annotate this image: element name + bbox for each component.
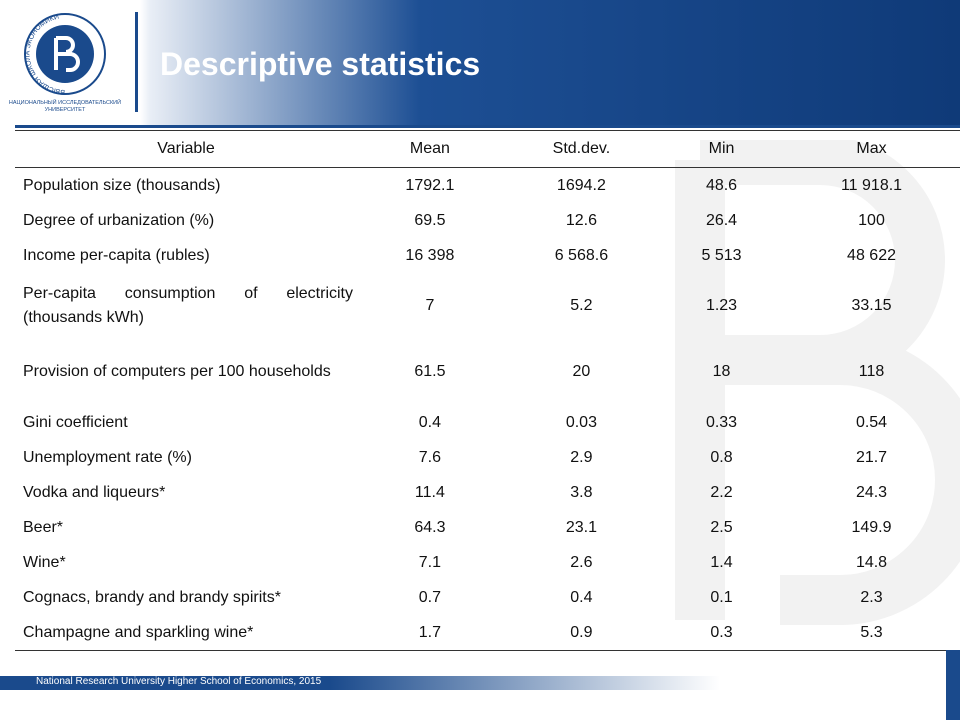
column-header: Min [660, 130, 784, 168]
cell: 2.3 [860, 588, 883, 606]
cell: 48 622 [847, 246, 896, 264]
cell: 11 918.1 [840, 176, 903, 194]
logo-circle [24, 13, 106, 95]
footer-text: National Research University Higher Scho… [36, 676, 322, 687]
cell: 23.1 [565, 518, 597, 536]
row-label: Champagne and sparkling wine* [15, 615, 357, 651]
cell: 7.1 [418, 553, 442, 571]
cell: 0.33 [705, 413, 738, 431]
cell: 5.2 [570, 297, 593, 314]
row-label: Degree of urbanization (%) [23, 211, 215, 229]
cell: 0.3 [660, 615, 784, 651]
cell: 118 [858, 363, 885, 380]
row-label: Gini coefficient [23, 413, 128, 431]
logo-caption: УНИВЕРСИТЕТ [45, 107, 86, 113]
cell: 48.6 [705, 176, 738, 194]
cell: 149.9 [851, 518, 892, 536]
row-label: Provision of computers per 100 household… [23, 363, 331, 380]
header-rule [15, 125, 960, 128]
cell: 2.9 [570, 448, 593, 466]
table-row: Cognacs, brandy and brandy spirits* 0.7 0.… [15, 580, 960, 615]
cell: 2.5 [710, 518, 733, 536]
table-row: Provision of computers per 100 household… [15, 339, 960, 405]
cell: 100 [858, 211, 885, 229]
logo-glyph [54, 36, 80, 72]
cell: 20 [572, 363, 591, 380]
watermark [675, 140, 960, 625]
cell: 1.4 [710, 553, 733, 571]
row-label: Income per-capita (rubles) [23, 246, 210, 264]
cell: 1.7 [357, 615, 503, 651]
cell: 0.8 [710, 448, 733, 466]
cell: 24.3 [855, 483, 888, 501]
table-row: Beer* 64.3 23.1 2.5 149.9 [15, 510, 960, 545]
table-row: Champagne and sparkling wine* 1.7 0.9 0.3 5.… [15, 615, 960, 651]
cell: 5.3 [783, 615, 960, 651]
row-label: Per-capita consumption of electricity (t… [23, 285, 353, 326]
column-header: Std.dev. [502, 130, 660, 168]
row-label: Vodka and liqueurs* [23, 483, 166, 501]
cell: 0.03 [565, 413, 597, 431]
cell: 61.5 [414, 363, 446, 380]
cell: 11.4 [414, 483, 445, 501]
table-row: Unemployment rate (%) 7.6 2.9 0.8 21.7 [15, 440, 960, 475]
cell: 7 [425, 297, 435, 314]
header-band [0, 0, 960, 125]
table-row: Vodka and liqueurs* 11.4 3.8 2.2 24.3 [15, 475, 960, 510]
cell: 0.54 [855, 413, 888, 431]
cell: 21.7 [855, 448, 888, 466]
cell: 1.23 [705, 297, 738, 314]
cell: 6 568.6 [554, 246, 609, 264]
cell: 2.2 [710, 483, 733, 501]
title: Descriptive statistics [160, 46, 481, 82]
divider [135, 12, 138, 112]
table-row: Income per-capita (rubles) 16 398 6 568.6 5… [15, 238, 960, 273]
corner-bar [946, 650, 960, 720]
cell: 16 398 [405, 246, 455, 264]
cell: 0.7 [418, 588, 442, 606]
row-label: Cognacs, brandy and brandy spirits* [23, 588, 281, 606]
cell: 2.6 [570, 553, 593, 571]
stats-table: Variable Mean Std.dev. Min Max Population si… [15, 130, 960, 651]
table-row: Population size (thousands) 1792.1 1694.2 4… [15, 168, 960, 204]
cell: 5 513 [701, 246, 742, 264]
column-header: Max [783, 130, 960, 168]
cell: 0.1 [710, 588, 733, 606]
table-row: Per-capita consumption of electricity (t… [15, 273, 960, 339]
cell: 0.4 [570, 588, 593, 606]
cell: 1694.2 [556, 176, 606, 194]
cell: 69.5 [414, 211, 446, 229]
table-row: Wine* 7.1 2.6 1.4 14.8 [15, 545, 960, 580]
row-label: Population size (thousands) [23, 176, 221, 194]
cell: 0.4 [418, 413, 442, 431]
logo-caption: НАЦИОНАЛЬНЫЙ ИССЛЕДОВАТЕЛЬСКИЙ [9, 98, 121, 106]
column-header: Mean [357, 130, 503, 168]
logo: ВЫСШАЯ ШКОЛА ЭКОНОМИКИ НАЦИОНАЛЬНЫЙ ИССЛ… [9, 13, 121, 113]
cell: 33.15 [851, 297, 892, 314]
cell: 1792.1 [405, 176, 455, 194]
cell: 26.4 [705, 211, 738, 229]
row-label: Beer* [23, 518, 64, 536]
footer-bar: National Research University Higher Scho… [0, 676, 960, 690]
cell: 3.8 [570, 483, 593, 501]
cell: 14.8 [855, 553, 888, 571]
row-label: Unemployment rate (%) [23, 448, 192, 466]
cell: 0.9 [502, 615, 660, 651]
cell: 12.6 [565, 211, 597, 229]
row-label: Wine* [23, 553, 66, 571]
column-header: Variable [15, 130, 357, 168]
cell: 18 [712, 363, 731, 380]
cell: 64.3 [414, 518, 446, 536]
table-row: Degree of urbanization (%) 69.5 12.6 26.4 10… [15, 203, 960, 238]
cell: 7.6 [418, 448, 442, 466]
table-row: Gini coefficient 0.4 0.03 0.33 0.54 [15, 405, 960, 440]
